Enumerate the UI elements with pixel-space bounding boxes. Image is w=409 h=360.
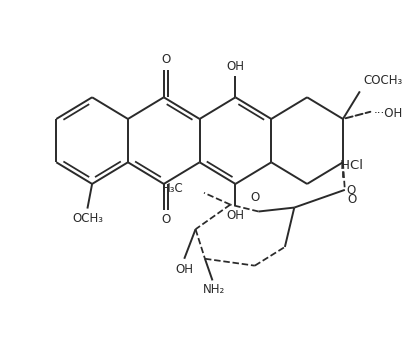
Text: O: O (347, 193, 356, 206)
Text: COCH₃: COCH₃ (363, 75, 402, 87)
Text: H₃C: H₃C (161, 183, 183, 195)
Text: OH: OH (175, 263, 193, 276)
Text: NH₂: NH₂ (203, 283, 225, 296)
Text: O: O (346, 184, 355, 197)
Text: OH: OH (226, 208, 244, 221)
Text: O: O (161, 53, 170, 66)
Text: ·HCl: ·HCl (336, 159, 363, 172)
Text: OCH₃: OCH₃ (72, 212, 103, 225)
Text: O: O (161, 213, 170, 226)
Text: OH: OH (226, 60, 244, 73)
Text: O: O (249, 191, 259, 204)
Text: ···OH: ···OH (373, 107, 402, 120)
